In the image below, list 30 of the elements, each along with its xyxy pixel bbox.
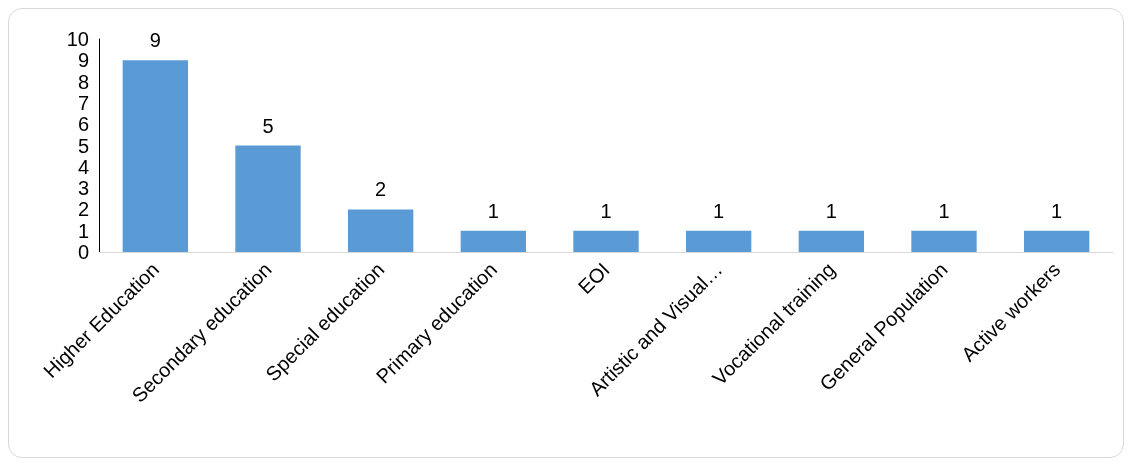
bar <box>573 230 639 252</box>
data-label: 5 <box>262 114 274 137</box>
bar <box>1023 230 1090 252</box>
bar <box>911 230 977 252</box>
bar <box>235 145 301 252</box>
y-tick-label: 9 <box>77 49 89 72</box>
bar <box>122 60 189 252</box>
y-tick-label: 4 <box>77 155 89 178</box>
x-tick-label: EOI <box>573 258 614 299</box>
data-label: 1 <box>938 199 950 222</box>
y-tick-label: 10 <box>66 28 89 50</box>
y-tick-label: 3 <box>77 177 89 200</box>
data-label: 1 <box>825 199 837 222</box>
bar <box>798 230 865 252</box>
y-tick-label: 5 <box>77 134 89 157</box>
data-label: 1 <box>1051 199 1063 222</box>
data-label: 1 <box>713 199 725 222</box>
data-label: 1 <box>600 199 612 222</box>
data-label: 9 <box>149 29 161 52</box>
bar <box>460 230 527 252</box>
y-tick-label: 2 <box>77 198 89 221</box>
y-tick-label: 6 <box>77 113 89 136</box>
bar <box>685 230 752 252</box>
y-tick-label: 8 <box>77 70 89 93</box>
data-label: 1 <box>487 199 499 222</box>
bar <box>347 209 414 252</box>
y-tick-label: 0 <box>77 241 89 263</box>
data-label: 2 <box>375 178 387 201</box>
y-tick-label: 7 <box>77 91 89 114</box>
y-tick-label: 1 <box>77 219 89 242</box>
